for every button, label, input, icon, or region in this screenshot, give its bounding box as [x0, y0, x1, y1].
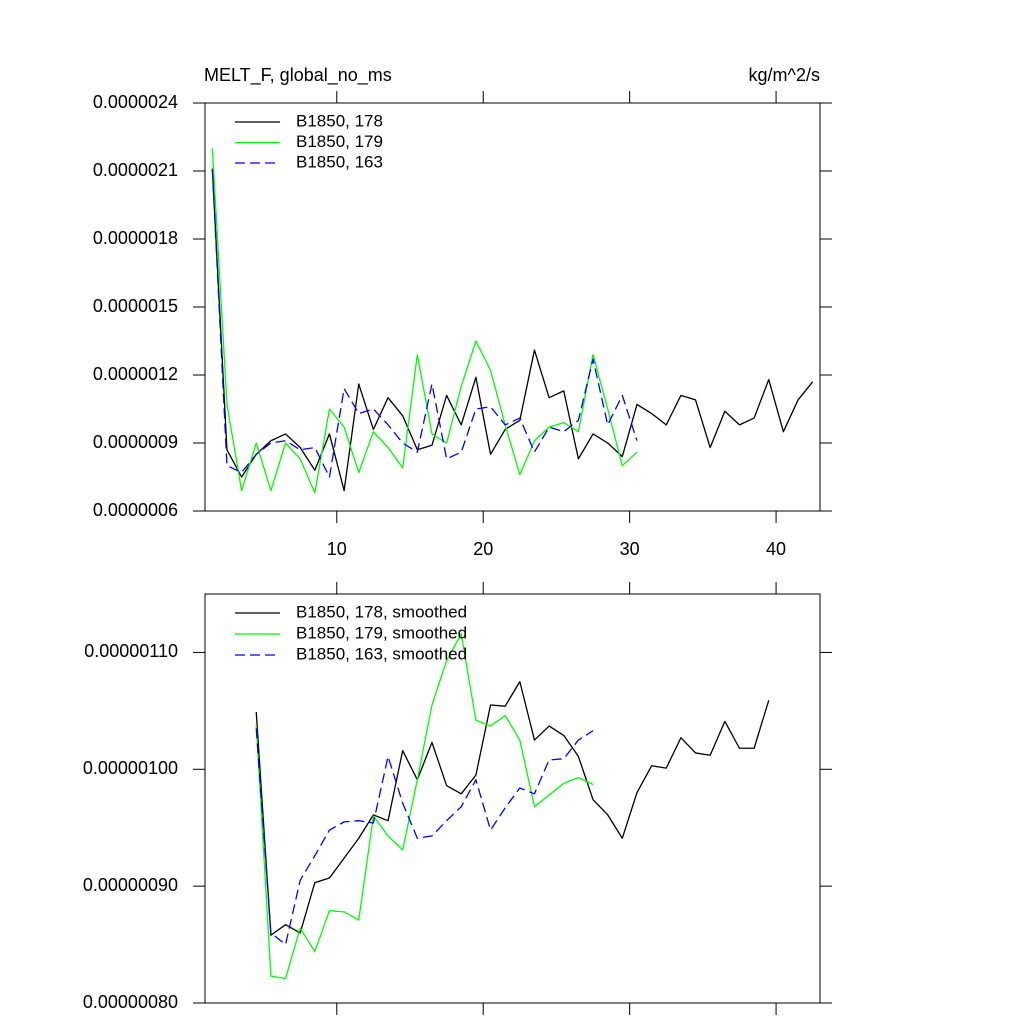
units-label: kg/m^2/s — [749, 65, 820, 85]
y-tick-label: 0.0000015 — [93, 296, 178, 316]
y-tick-label: 0.0000009 — [93, 432, 178, 452]
legend-label: B1850, 179, smoothed — [296, 623, 467, 642]
legend-label: B1850, 178 — [296, 111, 383, 130]
series-line — [211, 148, 638, 494]
legend-label: B1850, 178, smoothed — [296, 602, 467, 621]
x-tick-label: 40 — [766, 539, 786, 559]
legend-label: B1850, 163 — [296, 152, 383, 171]
legend-label: B1850, 179 — [296, 132, 383, 151]
x-tick-label: 20 — [473, 539, 493, 559]
y-tick-label: 0.00000110 — [84, 641, 178, 661]
x-tick-label: 30 — [620, 539, 640, 559]
series-line — [211, 168, 638, 478]
chart-title: MELT_F, global_no_ms — [204, 65, 392, 86]
y-tick-label: 0.0000012 — [93, 364, 178, 384]
y-tick-label: 0.0000006 — [93, 500, 178, 520]
legend-label: B1850, 163, smoothed — [296, 644, 467, 663]
y-tick-label: 0.0000021 — [93, 160, 178, 180]
plot-frame — [204, 593, 821, 1004]
y-tick-label: 0.00000080 — [83, 992, 178, 1012]
series-line — [255, 680, 770, 936]
y-tick-label: 0.0000024 — [93, 92, 178, 112]
y-tick-label: 0.0000018 — [93, 228, 178, 248]
y-tick-label: 0.00000100 — [83, 758, 178, 778]
series-line — [255, 633, 594, 980]
series-line — [255, 728, 594, 946]
x-tick-label: 10 — [327, 539, 347, 559]
y-tick-label: 0.00000090 — [83, 875, 178, 895]
series-line — [211, 168, 814, 492]
